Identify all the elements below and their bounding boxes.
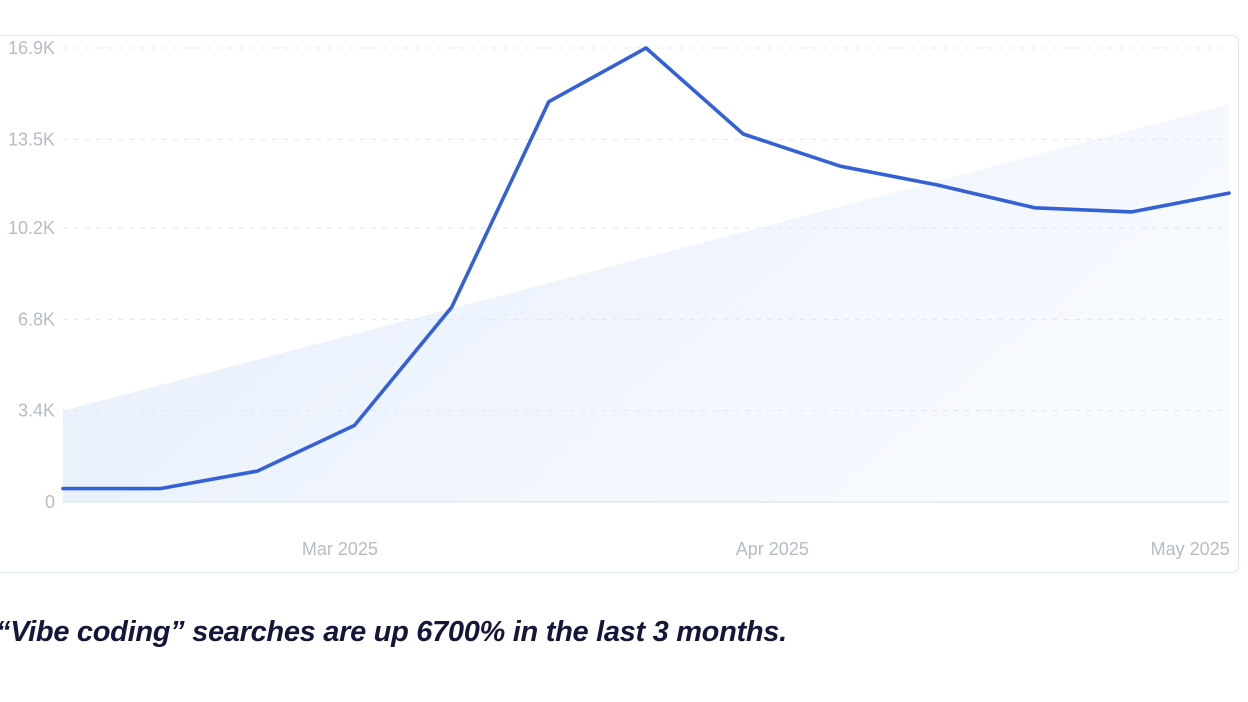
y-tick-label: 3.4K [18, 401, 55, 421]
x-tick-label: May 2025 [1151, 539, 1230, 559]
trend-area [63, 104, 1229, 503]
x-axis-ticks: Mar 2025 Apr 2025 May 2025 [302, 539, 1230, 559]
chart-caption: “Vibe coding” searches are up 6700% in t… [0, 616, 787, 648]
y-tick-label: 10.2K [8, 218, 55, 238]
y-tick-label: 13.5K [8, 129, 55, 149]
y-tick-label: 0 [45, 492, 55, 512]
trend-area-layer [63, 104, 1229, 503]
y-tick-label: 16.9K [8, 38, 55, 58]
x-tick-label: Mar 2025 [302, 539, 378, 559]
series-layer [61, 46, 1231, 491]
y-tick-label: 6.8K [18, 309, 55, 329]
y-axis-ticks: 0 3.4K 6.8K 10.2K 13.5K 16.9K [8, 38, 55, 512]
x-tick-label: Apr 2025 [736, 539, 809, 559]
search-trend-chart: 0 3.4K 6.8K 10.2K 13.5K 16.9K Mar 2025 Apr 202… [8, 38, 1231, 559]
